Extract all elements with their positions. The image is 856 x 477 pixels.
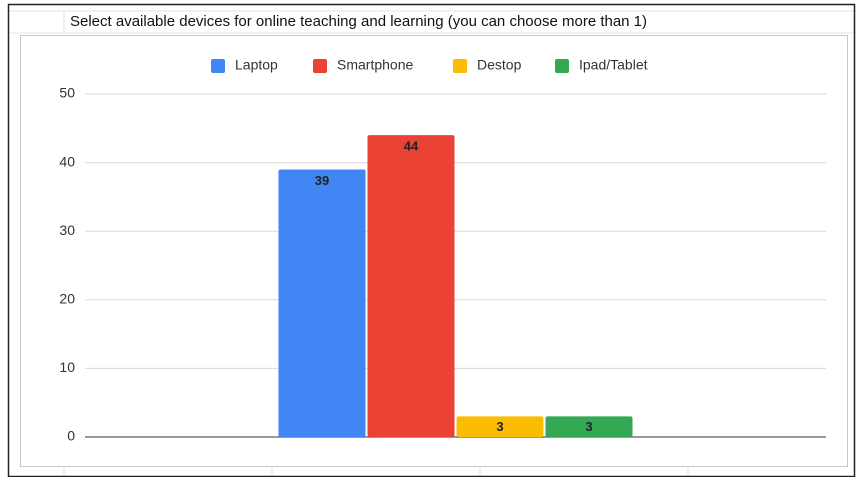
bar	[367, 135, 455, 437]
bar	[456, 416, 544, 437]
y-tick-label: 30	[59, 222, 75, 238]
bar	[545, 416, 633, 437]
y-tick-label: 50	[59, 85, 75, 101]
y-tick-label: 0	[67, 428, 75, 444]
legend-label: Smartphone	[337, 57, 413, 73]
legend-swatch	[313, 59, 327, 73]
y-tick-label: 20	[59, 291, 75, 307]
legend-swatch	[555, 59, 569, 73]
value-label: 44	[404, 139, 419, 154]
legend-label: Destop	[477, 57, 522, 73]
y-tick-label: 40	[59, 153, 75, 169]
chart-title: Select available devices for online teac…	[70, 13, 647, 30]
value-label: 3	[585, 419, 592, 434]
legend-swatch	[211, 59, 225, 73]
legend-swatch	[453, 59, 467, 73]
bar	[278, 169, 366, 437]
value-label: 39	[315, 173, 329, 188]
legend-label: Ipad/Tablet	[579, 57, 648, 73]
y-tick-label: 10	[59, 359, 75, 375]
sheet-grid	[8, 10, 856, 477]
value-label: 3	[496, 419, 503, 434]
legend-label: Laptop	[235, 57, 278, 73]
